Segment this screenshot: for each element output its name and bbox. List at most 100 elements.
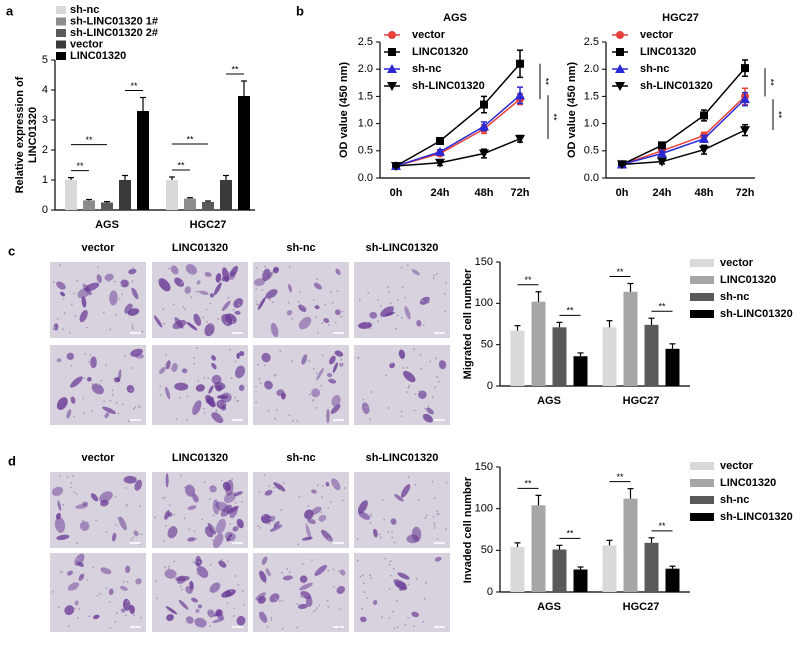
stained-cell [56,397,68,410]
pore [308,360,311,363]
pore [332,585,335,588]
stained-cell [238,350,245,357]
line [395,94,521,167]
stained-cell [272,266,279,274]
stained-cell [323,318,330,323]
pore [338,627,341,630]
pore [433,521,436,524]
pore [445,481,448,484]
pore [120,283,123,286]
pore [370,514,373,517]
legend-swatch [690,479,714,487]
pore [437,380,440,383]
bar [552,327,567,386]
pore [197,566,199,569]
stained-cell [334,350,344,357]
legend-label: LINC01320 [720,477,776,489]
stained-cell [301,536,313,541]
pore [126,581,129,583]
stained-cell [236,352,240,360]
pore [99,592,102,595]
stained-cell [77,287,90,299]
bar [101,202,113,210]
pore [378,533,381,536]
pore [395,327,398,330]
stained-cell [70,396,76,404]
stained-cell [221,314,233,327]
pore [377,320,380,323]
legend-label: sh-nc [720,494,749,506]
pore [130,538,133,541]
image-column-label: sh-LINC01320 [366,242,439,254]
pore [205,395,208,397]
pore [317,331,320,334]
pore [109,399,112,402]
pore [388,407,390,409]
pore [388,563,391,566]
pore [229,348,231,351]
pore [376,299,379,302]
pore [279,350,282,352]
pore [359,575,362,578]
pore [397,299,400,301]
x-tick-label: 24h [653,187,672,199]
pore [63,312,66,315]
pore [234,501,237,504]
stained-cell [305,524,312,540]
pore [131,291,134,294]
pore [227,491,230,494]
pore [255,300,258,302]
pore [196,347,198,349]
bar [665,348,680,386]
pore [76,616,79,619]
panel-label: b [296,3,304,18]
stained-cell [406,534,420,544]
pore [186,619,188,622]
pore [281,627,284,630]
y-tick-label: 0 [487,380,493,392]
pore [230,536,233,539]
pore [419,354,422,356]
stained-cell [174,382,189,391]
pore [262,514,265,517]
pore [413,625,416,628]
pore [76,279,78,282]
stained-cell [174,277,184,288]
pore [131,327,134,330]
stained-cell [175,575,190,582]
pore [206,320,208,323]
pore [427,405,430,408]
bar [65,180,77,210]
pore [88,615,91,618]
pore [266,625,269,628]
micrograph [354,553,450,632]
stained-cell [394,581,407,589]
stained-cell [267,515,276,522]
legend-label: sh-LINC01320 [640,80,713,92]
stained-cell [118,516,127,531]
pore [115,401,118,404]
stained-cell [335,268,341,275]
x-tick-label: AGS [537,601,561,613]
pore [131,280,134,283]
pore [341,310,344,313]
stained-cell [196,566,209,578]
pore [280,489,283,491]
pore [387,531,389,533]
stained-cell [286,310,293,316]
stained-cell [67,582,80,591]
pore [404,623,407,626]
pore [155,597,158,600]
pore [280,509,282,512]
stained-cell [212,499,220,515]
bar [552,549,567,592]
data-point [435,146,445,156]
pore [91,410,94,413]
stained-cell [238,384,245,391]
y-tick-label: 0.0 [584,172,599,184]
pore [369,327,371,330]
pore [381,616,384,619]
pore [433,274,435,277]
pore [420,367,422,370]
pore [288,571,291,573]
